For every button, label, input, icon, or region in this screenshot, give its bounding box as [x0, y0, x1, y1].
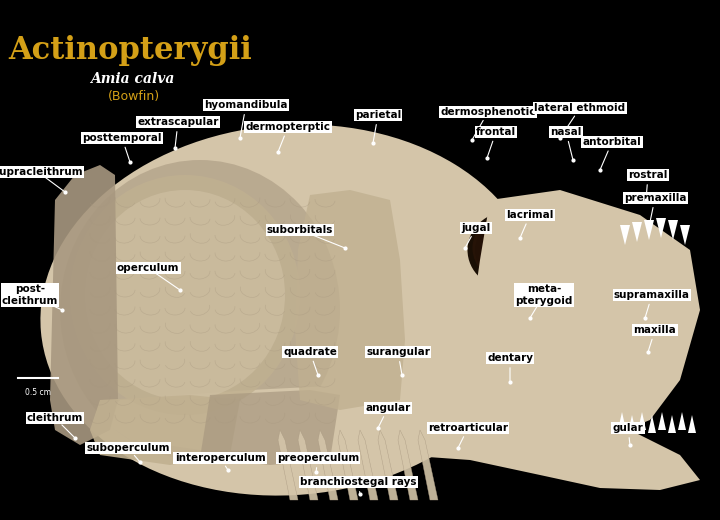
Ellipse shape	[475, 217, 545, 282]
Text: 0.5 cm: 0.5 cm	[25, 388, 51, 397]
Ellipse shape	[472, 213, 547, 283]
Text: suboperculum: suboperculum	[86, 443, 170, 453]
Text: posttemporal: posttemporal	[82, 133, 162, 143]
Ellipse shape	[40, 124, 539, 496]
Ellipse shape	[85, 190, 285, 400]
Text: rostral: rostral	[629, 170, 667, 180]
Polygon shape	[358, 430, 378, 500]
Text: dermopterptic: dermopterptic	[246, 122, 330, 132]
Text: supracleithrum: supracleithrum	[0, 167, 83, 177]
Ellipse shape	[467, 211, 552, 289]
Text: supramaxilla: supramaxilla	[614, 290, 690, 300]
Text: preoperculum: preoperculum	[277, 453, 359, 463]
Polygon shape	[338, 430, 358, 500]
Ellipse shape	[70, 175, 300, 415]
Polygon shape	[398, 430, 418, 500]
Polygon shape	[278, 430, 298, 500]
Text: gular: gular	[613, 423, 644, 433]
Text: parietal: parietal	[355, 110, 401, 120]
Polygon shape	[470, 190, 700, 440]
Polygon shape	[668, 220, 678, 240]
Text: post-
cleithrum: post- cleithrum	[2, 284, 58, 306]
Text: maxilla: maxilla	[634, 325, 676, 335]
Text: frontal: frontal	[476, 127, 516, 137]
Text: Actinopterygii: Actinopterygii	[8, 35, 252, 66]
Polygon shape	[378, 430, 398, 500]
Polygon shape	[628, 415, 636, 433]
Text: operculum: operculum	[117, 263, 179, 273]
Text: cleithrum: cleithrum	[27, 413, 84, 423]
Text: dermosphenotic: dermosphenotic	[440, 107, 536, 117]
Text: branchiostegal rays: branchiostegal rays	[300, 477, 416, 487]
Polygon shape	[632, 222, 642, 242]
Text: angular: angular	[365, 403, 410, 413]
Polygon shape	[648, 415, 656, 433]
Text: lacrimal: lacrimal	[506, 210, 554, 220]
Text: quadrate: quadrate	[283, 347, 337, 357]
Polygon shape	[688, 415, 696, 433]
Polygon shape	[200, 390, 340, 465]
Text: lateral ethmoid: lateral ethmoid	[534, 103, 626, 113]
Polygon shape	[644, 220, 654, 240]
Polygon shape	[418, 430, 438, 500]
Text: premaxilla: premaxilla	[624, 193, 686, 203]
Polygon shape	[318, 430, 338, 500]
Text: interoperculum: interoperculum	[175, 453, 266, 463]
Polygon shape	[50, 165, 118, 445]
Polygon shape	[680, 225, 690, 245]
Text: surangular: surangular	[366, 347, 430, 357]
Text: retroarticular: retroarticular	[428, 423, 508, 433]
Text: meta-
pterygoid: meta- pterygoid	[516, 284, 572, 306]
Text: (Bowfin): (Bowfin)	[108, 90, 160, 103]
Text: antorbital: antorbital	[582, 137, 642, 147]
Polygon shape	[618, 412, 626, 430]
Polygon shape	[100, 383, 700, 490]
Polygon shape	[295, 190, 405, 410]
Polygon shape	[678, 412, 686, 430]
Polygon shape	[90, 395, 240, 465]
Text: extrascapular: extrascapular	[138, 117, 219, 127]
Text: Amia calva: Amia calva	[90, 72, 174, 86]
Text: nasal: nasal	[550, 127, 582, 137]
Polygon shape	[298, 430, 318, 500]
Text: jugal: jugal	[462, 223, 490, 233]
Polygon shape	[658, 412, 666, 430]
Polygon shape	[638, 412, 646, 430]
Ellipse shape	[60, 160, 340, 460]
Polygon shape	[668, 415, 676, 433]
Text: suborbitals: suborbitals	[267, 225, 333, 235]
Polygon shape	[656, 218, 666, 238]
Text: hyomandibula: hyomandibula	[204, 100, 288, 110]
Text: dentary: dentary	[487, 353, 533, 363]
Polygon shape	[620, 225, 630, 245]
